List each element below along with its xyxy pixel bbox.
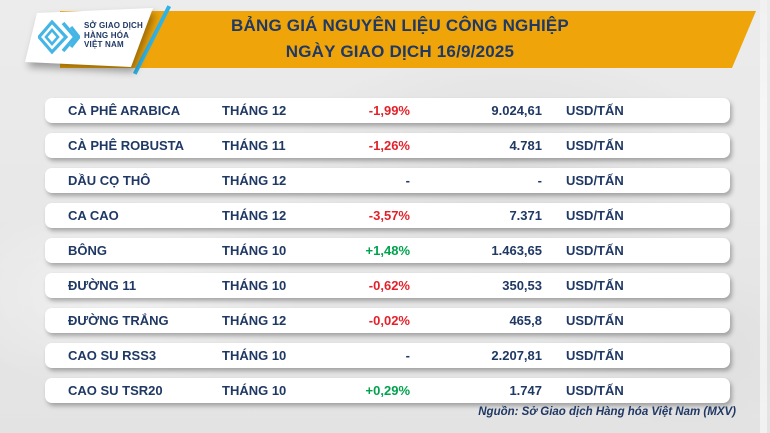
price-value: 1.747: [509, 383, 542, 398]
commodity-name: ĐƯỜNG TRẮNG: [68, 313, 169, 328]
contract-month: THÁNG 10: [222, 278, 287, 293]
contract-month: THÁNG 12: [222, 173, 287, 188]
price-value: 9.024,61: [491, 103, 542, 118]
page-title: BẢNG GIÁ NGUYÊN LIỆU CÔNG NGHIỆP NGÀY GI…: [60, 11, 756, 68]
commodity-name: CÀ PHÊ ARABICA: [68, 103, 181, 118]
table-row: CÀ PHÊ ROBUSTA THÁNG 11 -1,26% 4.781 USD…: [45, 133, 730, 158]
page-title-line2: NGÀY GIAO DỊCH 16/9/2025: [285, 42, 515, 61]
table-row: ĐƯỜNG 11 THÁNG 10 -0,62% 350,53 USD/TẤN: [45, 273, 730, 298]
source-attribution: Nguồn: Sở Giao dịch Hàng hóa Việt Nam (M…: [478, 406, 736, 418]
contract-month: THÁNG 12: [222, 103, 287, 118]
logo-text-line1: SỞ GIAO DỊCH: [84, 21, 144, 30]
logo-text: SỞ GIAO DỊCH HÀNG HÓA VIỆT NAM: [84, 21, 143, 50]
price-table: CÀ PHÊ ARABICA THÁNG 12 -1,99% 9.024,61 …: [45, 98, 730, 403]
commodity-name: BÔNG: [68, 243, 107, 258]
table-row: CÀ PHÊ ARABICA THÁNG 12 -1,99% 9.024,61 …: [45, 98, 730, 123]
logo-text-line3: VIỆT NAM: [84, 40, 124, 49]
price-unit: USD/TẤN: [566, 103, 624, 118]
price-unit: USD/TẤN: [566, 348, 624, 363]
price-unit: USD/TẤN: [566, 208, 624, 223]
change-percent: -: [405, 173, 410, 188]
price-unit: USD/TẤN: [566, 313, 624, 328]
table-row: ĐƯỜNG TRẮNG THÁNG 12 -0,02% 465,8 USD/TẤ…: [45, 308, 730, 333]
table-row: BÔNG THÁNG 10 +1,48% 1.463,65 USD/TẤN: [45, 238, 730, 263]
logo-plate-wrap: SỞ GIAO DỊCH HÀNG HÓA VIỆT NAM: [22, 4, 158, 72]
commodity-name: CA CAO: [68, 208, 119, 223]
change-percent: -1,99%: [368, 103, 410, 118]
price-value: 1.463,65: [491, 243, 542, 258]
price-unit: USD/TẤN: [566, 243, 624, 258]
commodity-name: ĐƯỜNG 11: [68, 278, 137, 293]
contract-month: THÁNG 11: [222, 138, 286, 153]
change-percent: -3,57%: [368, 208, 410, 223]
contract-month: THÁNG 10: [222, 383, 287, 398]
price-unit: USD/TẤN: [566, 138, 624, 153]
contract-month: THÁNG 10: [222, 348, 287, 363]
price-value: -: [537, 173, 542, 188]
price-unit: USD/TẤN: [566, 278, 624, 293]
price-value: 4.781: [509, 138, 542, 153]
contract-month: THÁNG 12: [222, 313, 287, 328]
table-row: CAO SU TSR20 THÁNG 10 +0,29% 1.747 USD/T…: [45, 378, 730, 403]
contract-month: THÁNG 10: [222, 243, 287, 258]
change-percent: -: [405, 348, 410, 363]
right-edge-highlight: [760, 0, 767, 433]
change-percent: -0,62%: [368, 278, 410, 293]
price-unit: USD/TẤN: [566, 173, 624, 188]
commodity-name: DẦU CỌ THÔ: [68, 173, 151, 188]
price-value: 7.371: [509, 208, 542, 223]
change-percent: +1,48%: [365, 243, 410, 258]
header-banner: BẢNG GIÁ NGUYÊN LIỆU CÔNG NGHIỆP NGÀY GI…: [60, 11, 756, 68]
table-row: CAO SU RSS3 THÁNG 10 - 2.207,81 USD/TẤN: [45, 343, 730, 368]
logo-plate: SỞ GIAO DỊCH HÀNG HÓA VIỆT NAM: [25, 8, 153, 67]
price-value: 350,53: [502, 278, 542, 293]
contract-month: THÁNG 12: [222, 208, 287, 223]
change-percent: +0,29%: [365, 383, 410, 398]
page-title-line1: BẢNG GIÁ NGUYÊN LIỆU CÔNG NGHIỆP: [231, 16, 569, 35]
table-row: DẦU CỌ THÔ THÁNG 12 - - USD/TẤN: [45, 168, 730, 193]
logo-text-line2: HÀNG HÓA: [84, 30, 130, 40]
price-value: 2.207,81: [491, 348, 542, 363]
commodity-name: CAO SU TSR20: [68, 383, 163, 398]
price-value: 465,8: [509, 313, 542, 328]
commodity-name: CAO SU RSS3: [68, 348, 157, 363]
change-percent: -0,02%: [368, 313, 410, 328]
change-percent: -1,26%: [368, 138, 410, 153]
table-row: CA CAO THÁNG 12 -3,57% 7.371 USD/TẤN: [45, 203, 730, 228]
price-unit: USD/TẤN: [566, 383, 624, 398]
commodity-name: CÀ PHÊ ROBUSTA: [68, 138, 185, 153]
mxv-diamond-chevrons-icon: [38, 19, 80, 55]
